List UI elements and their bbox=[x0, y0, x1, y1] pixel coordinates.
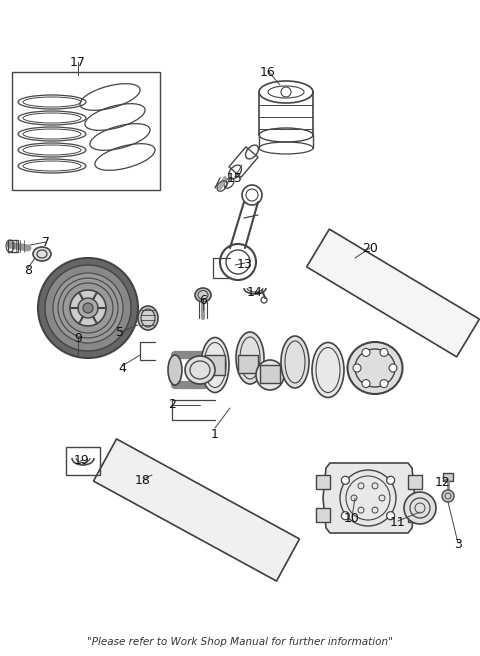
Ellipse shape bbox=[348, 342, 403, 394]
Circle shape bbox=[63, 283, 113, 333]
Circle shape bbox=[442, 490, 454, 502]
Text: 11: 11 bbox=[390, 516, 406, 529]
Ellipse shape bbox=[312, 342, 344, 398]
Polygon shape bbox=[323, 463, 415, 533]
Ellipse shape bbox=[236, 332, 264, 384]
Circle shape bbox=[58, 278, 118, 338]
Polygon shape bbox=[307, 229, 480, 357]
Circle shape bbox=[38, 258, 138, 358]
Text: 19: 19 bbox=[74, 453, 90, 466]
Circle shape bbox=[386, 512, 395, 520]
Ellipse shape bbox=[138, 306, 158, 330]
Bar bbox=[238, 355, 258, 373]
Text: 6: 6 bbox=[199, 293, 207, 306]
Circle shape bbox=[78, 298, 98, 318]
Bar bbox=[316, 508, 330, 522]
Polygon shape bbox=[94, 439, 300, 581]
Circle shape bbox=[353, 364, 361, 372]
Text: 10: 10 bbox=[344, 512, 360, 525]
Text: 15: 15 bbox=[227, 171, 243, 184]
Bar bbox=[260, 365, 280, 383]
Text: 2: 2 bbox=[168, 398, 176, 411]
Bar bbox=[8, 240, 18, 252]
Ellipse shape bbox=[168, 355, 182, 385]
Text: 16: 16 bbox=[260, 66, 276, 79]
Circle shape bbox=[341, 512, 349, 520]
Text: "Please refer to Work Shop Manual for further information": "Please refer to Work Shop Manual for fu… bbox=[87, 637, 393, 647]
Ellipse shape bbox=[195, 288, 211, 302]
Text: 8: 8 bbox=[24, 264, 32, 276]
Text: 4: 4 bbox=[118, 361, 126, 375]
Text: 5: 5 bbox=[116, 327, 124, 340]
Circle shape bbox=[386, 476, 395, 484]
Circle shape bbox=[45, 265, 131, 351]
Bar bbox=[66, 447, 100, 475]
Text: 18: 18 bbox=[135, 474, 151, 487]
Circle shape bbox=[83, 303, 93, 313]
Circle shape bbox=[404, 492, 436, 524]
Text: 1: 1 bbox=[211, 428, 219, 441]
Bar bbox=[205, 355, 225, 375]
Text: 17: 17 bbox=[70, 56, 86, 68]
Circle shape bbox=[362, 380, 370, 388]
Circle shape bbox=[380, 348, 388, 356]
Text: 12: 12 bbox=[435, 476, 451, 489]
Bar bbox=[408, 508, 422, 522]
Text: 14: 14 bbox=[247, 287, 263, 300]
Circle shape bbox=[380, 380, 388, 388]
Ellipse shape bbox=[281, 336, 309, 388]
Circle shape bbox=[341, 476, 349, 484]
Bar bbox=[12, 72, 160, 190]
Ellipse shape bbox=[256, 360, 284, 390]
Ellipse shape bbox=[33, 247, 51, 261]
Bar bbox=[443, 473, 453, 481]
Text: 3: 3 bbox=[454, 539, 462, 552]
Text: 20: 20 bbox=[362, 241, 378, 255]
Text: 9: 9 bbox=[74, 331, 82, 344]
Circle shape bbox=[70, 290, 106, 326]
Ellipse shape bbox=[185, 356, 215, 384]
Circle shape bbox=[389, 364, 397, 372]
Bar bbox=[408, 475, 422, 489]
Text: 13: 13 bbox=[237, 258, 253, 272]
Text: 7: 7 bbox=[42, 236, 50, 249]
Ellipse shape bbox=[201, 337, 229, 392]
Circle shape bbox=[53, 273, 123, 343]
Bar bbox=[316, 475, 330, 489]
Circle shape bbox=[362, 348, 370, 356]
